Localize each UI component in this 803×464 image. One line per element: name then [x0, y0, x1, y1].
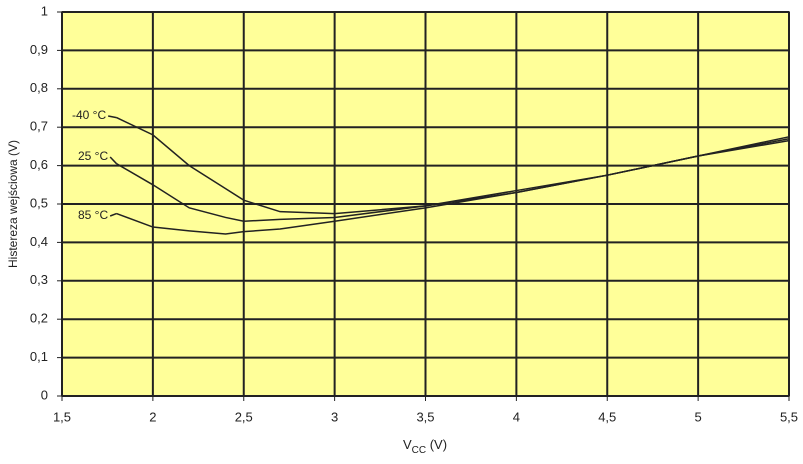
y-tick-label: 0,6 [30, 157, 48, 172]
x-label-main: V [403, 437, 412, 452]
x-tick-label: 4 [513, 409, 520, 424]
x-tick-label: 1,5 [53, 409, 71, 424]
series-line [116, 136, 790, 235]
x-tick-label: 2 [149, 409, 156, 424]
series-label: 85 °C [78, 208, 108, 222]
y-tick-label: 0,7 [30, 119, 48, 134]
x-label-sub: CC [412, 445, 426, 456]
series-label: 25 °C [78, 149, 108, 163]
x-axis-label: VCC (V) [403, 437, 447, 455]
y-tick-label: 0,2 [30, 311, 48, 326]
y-tick-label: 1 [41, 3, 48, 18]
x-tick-label: 5,5 [780, 409, 798, 424]
y-tick-label: 0 [41, 387, 48, 402]
x-label-unit: (V) [426, 437, 447, 452]
x-tick-label: 3,5 [416, 409, 434, 424]
y-tick-label: 0,5 [30, 195, 48, 210]
x-tick-label: 3 [331, 409, 338, 424]
y-tick-label: 0,3 [30, 272, 48, 287]
x-tick-label: 4,5 [598, 409, 616, 424]
x-tick-label: 2,5 [235, 409, 253, 424]
leader-line [108, 115, 117, 119]
y-axis-label: Histereza wejściowa (V) [6, 140, 20, 268]
leader-line [109, 212, 117, 217]
y-tick-label: 0,4 [30, 234, 48, 249]
y-tick-label: 0,1 [30, 349, 48, 364]
leader-line [109, 156, 118, 165]
y-tick-label: 0,9 [30, 42, 48, 57]
x-tick-label: 5 [695, 409, 702, 424]
y-tick-label: 0,8 [30, 80, 48, 95]
series-label: -40 °C [72, 108, 106, 122]
